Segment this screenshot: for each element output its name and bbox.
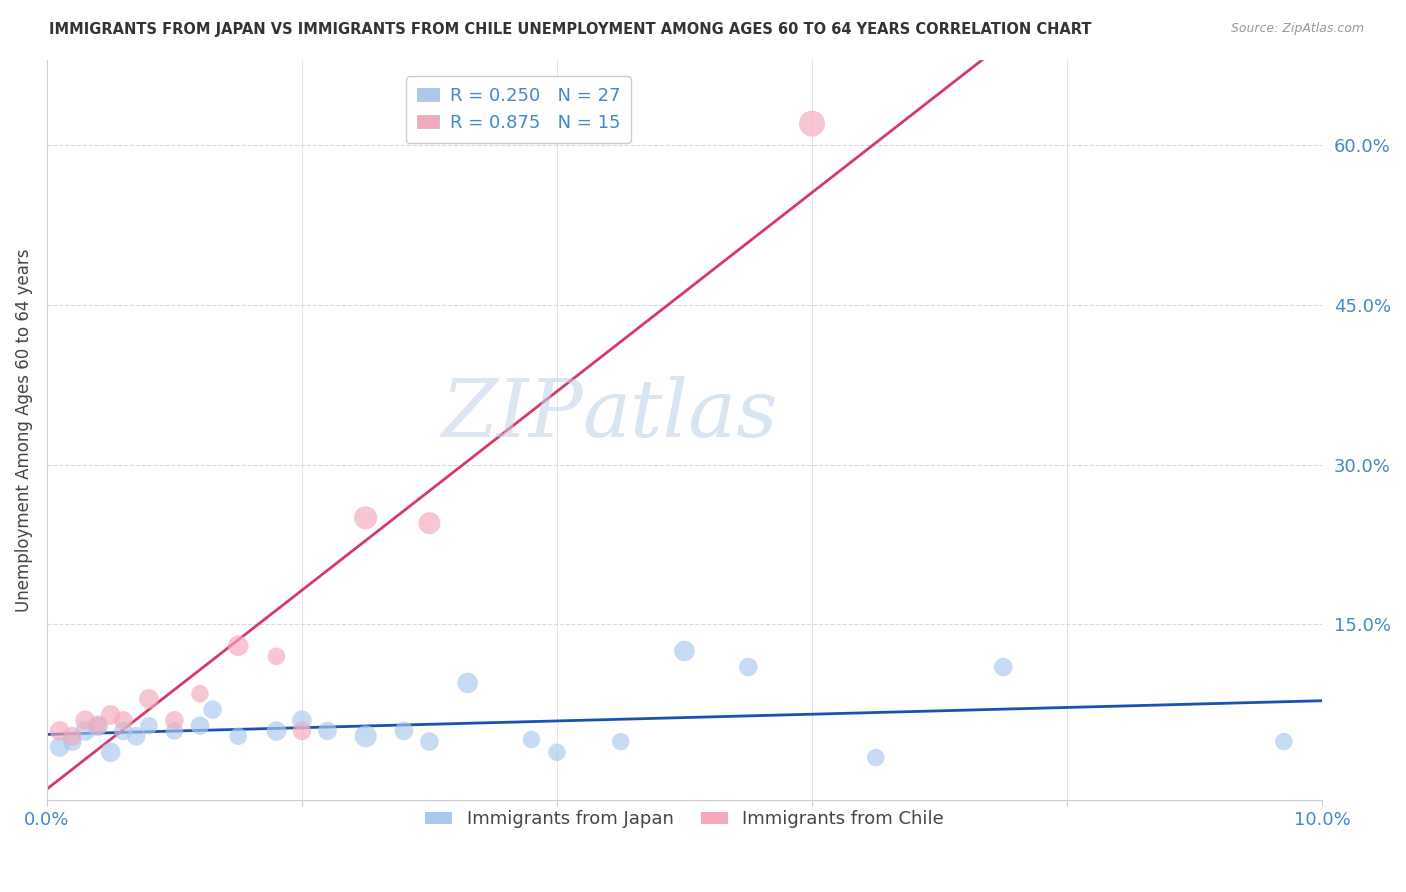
Point — [87, 718, 110, 732]
Point — [266, 723, 288, 738]
Point — [392, 723, 415, 738]
Point — [48, 723, 70, 738]
Point — [75, 714, 97, 728]
Point — [354, 511, 377, 525]
Point — [138, 718, 160, 732]
Point — [60, 734, 83, 748]
Y-axis label: Unemployment Among Ages 60 to 64 years: Unemployment Among Ages 60 to 64 years — [15, 248, 32, 612]
Point — [354, 729, 377, 743]
Point — [112, 723, 135, 738]
Point — [226, 729, 249, 743]
Point — [138, 692, 160, 706]
Legend: Immigrants from Japan, Immigrants from Chile: Immigrants from Japan, Immigrants from C… — [418, 803, 950, 836]
Point — [100, 708, 122, 723]
Point — [865, 750, 887, 764]
Point — [291, 723, 314, 738]
Point — [48, 739, 70, 754]
Text: IMMIGRANTS FROM JAPAN VS IMMIGRANTS FROM CHILE UNEMPLOYMENT AMONG AGES 60 TO 64 : IMMIGRANTS FROM JAPAN VS IMMIGRANTS FROM… — [49, 22, 1091, 37]
Point — [546, 745, 568, 759]
Point — [418, 734, 440, 748]
Point — [201, 703, 224, 717]
Point — [673, 644, 696, 658]
Point — [266, 649, 288, 664]
Point — [316, 723, 339, 738]
Text: Source: ZipAtlas.com: Source: ZipAtlas.com — [1230, 22, 1364, 36]
Point — [993, 660, 1015, 674]
Point — [60, 729, 83, 743]
Point — [418, 516, 440, 530]
Point — [163, 714, 186, 728]
Point — [188, 718, 211, 732]
Point — [291, 714, 314, 728]
Point — [1272, 734, 1295, 748]
Point — [75, 723, 97, 738]
Point — [188, 687, 211, 701]
Point — [457, 676, 479, 690]
Point — [87, 718, 110, 732]
Text: ZIP: ZIP — [440, 376, 582, 454]
Point — [226, 639, 249, 653]
Point — [163, 723, 186, 738]
Point — [801, 116, 824, 130]
Point — [125, 729, 148, 743]
Point — [609, 734, 631, 748]
Point — [737, 660, 759, 674]
Point — [112, 714, 135, 728]
Point — [520, 732, 543, 747]
Point — [100, 745, 122, 759]
Text: atlas: atlas — [582, 376, 778, 454]
